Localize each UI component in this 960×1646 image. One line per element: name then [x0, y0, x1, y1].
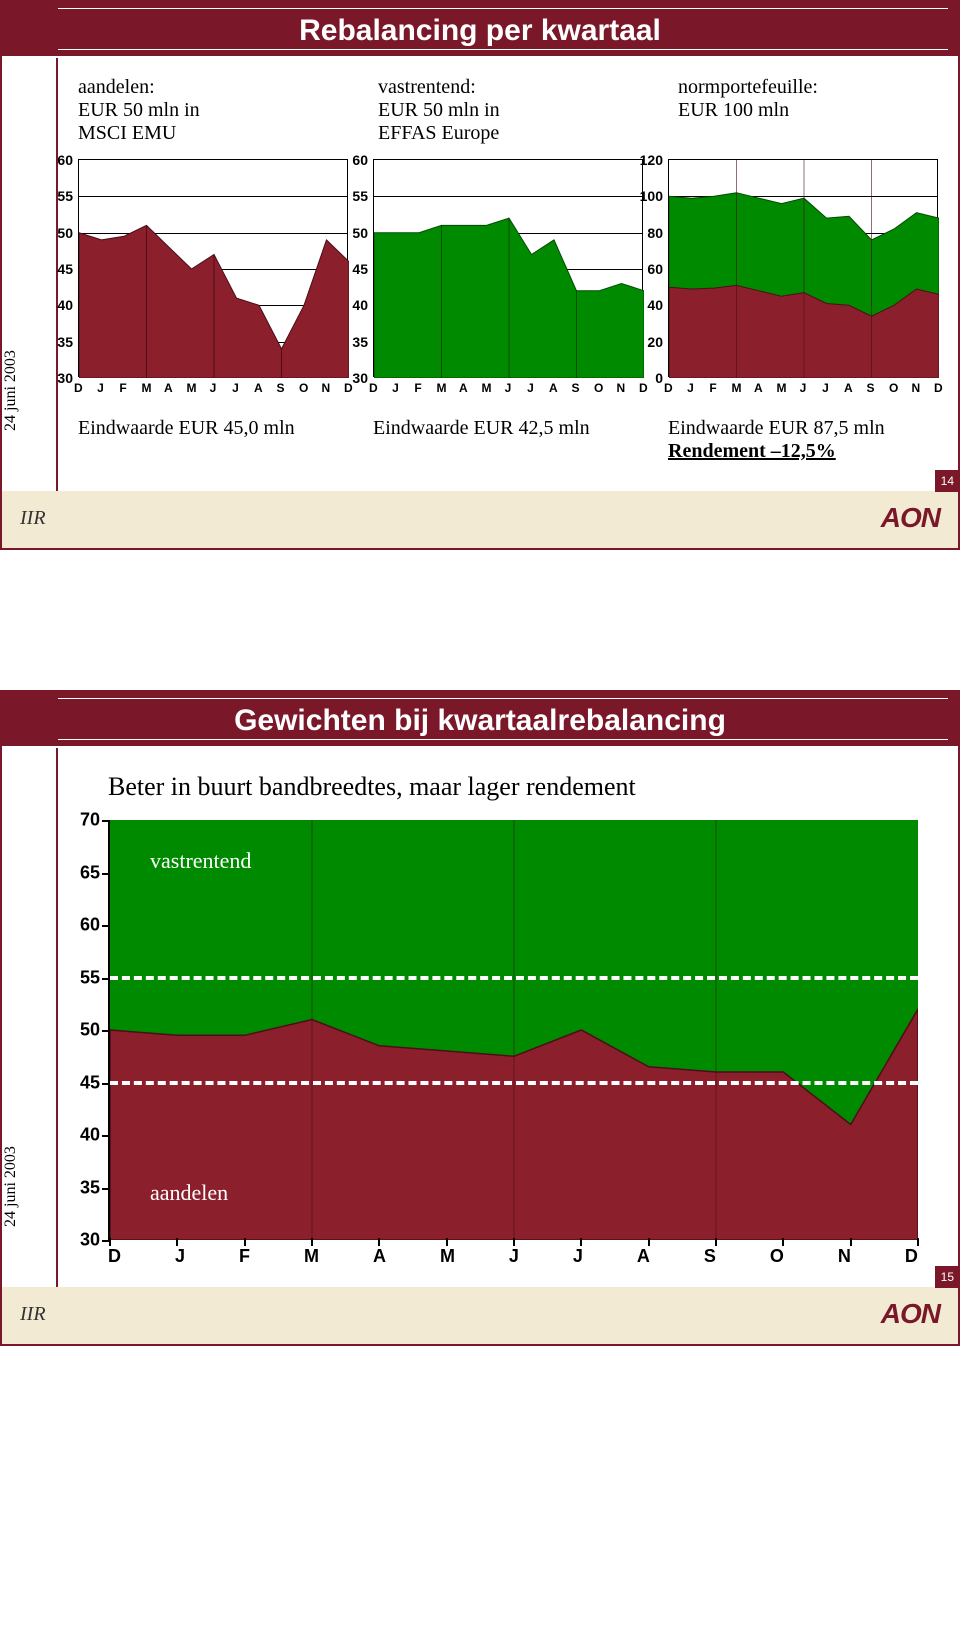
slide2-subtitle: Beter in buurt bandbreedtes, maar lager … — [108, 772, 938, 802]
slide1-results: Eindwaarde EUR 45,0 mln Eindwaarde EUR 4… — [78, 417, 938, 463]
chart-vastrentend: 30354045505560 DJFMAMJJASOND — [373, 159, 643, 395]
big-chart-wrap: vastrentendaandelen 303540455055606570 D… — [108, 820, 918, 1267]
slide1-main: aandelen: EUR 50 mln in MSCI EMU vastren… — [58, 58, 958, 491]
slide2-page-number: 15 — [935, 1266, 960, 1288]
slide1-title: Rebalancing per kwartaal — [2, 14, 958, 48]
slide2-date: 24 juni 2003 — [2, 1146, 20, 1227]
overlay-label-aandelen: aandelen — [150, 1180, 228, 1206]
slide1-header: Rebalancing per kwartaal — [2, 2, 958, 58]
big-chart: vastrentendaandelen 303540455055606570 — [108, 820, 918, 1240]
result-vastrentend: Eindwaarde EUR 42,5 mln — [373, 417, 643, 463]
col-label-vastrentend: vastrentend: EUR 50 mln in EFFAS Europe — [378, 76, 638, 145]
chart-normportefeuille: 020406080100120 DJFMAMJJASOND — [668, 159, 938, 395]
slide2-sideline: 24 juni 2003 — [2, 748, 58, 1287]
col-label-normportefeuille: normportefeuille: EUR 100 mln — [678, 76, 938, 145]
slide2-title: Gewichten bij kwartaalrebalancing — [2, 704, 958, 738]
col-label-aandelen: aandelen: EUR 50 mln in MSCI EMU — [78, 76, 338, 145]
slide2-footer-label: IIR — [20, 1303, 46, 1326]
slide2-header: Gewichten bij kwartaalrebalancing — [2, 692, 958, 748]
aon-logo-icon: AON — [881, 1298, 940, 1330]
result-normportefeuille: Eindwaarde EUR 87,5 mln Rendement –12,5% — [668, 417, 938, 463]
slide1-charts-row: 30354045505560 DJFMAMJJASOND 30354045505… — [78, 159, 938, 395]
slide2-content: 24 juni 2003 Beter in buurt bandbreedtes… — [2, 748, 958, 1287]
slide1-footer: 14 IIR AON — [2, 491, 958, 548]
slide1-page-number: 14 — [935, 470, 960, 492]
slide-rebalancing: Rebalancing per kwartaal 24 juni 2003 aa… — [0, 0, 960, 550]
slide1-column-labels: aandelen: EUR 50 mln in MSCI EMU vastren… — [78, 76, 938, 145]
slide1-footer-label: IIR — [20, 507, 46, 530]
slide1-content: 24 juni 2003 aandelen: EUR 50 mln in MSC… — [2, 58, 958, 491]
chart-aandelen: 30354045505560 DJFMAMJJASOND — [78, 159, 348, 395]
slide-gewichten: Gewichten bij kwartaalrebalancing 24 jun… — [0, 690, 960, 1346]
slide1-sideline: 24 juni 2003 — [2, 58, 58, 491]
overlay-label-vastrentend: vastrentend — [150, 848, 251, 874]
slide2-footer: 15 IIR AON — [2, 1287, 958, 1344]
slide2-main: Beter in buurt bandbreedtes, maar lager … — [58, 748, 958, 1287]
result-aandelen: Eindwaarde EUR 45,0 mln — [78, 417, 348, 463]
slide1-date: 24 juni 2003 — [2, 350, 20, 431]
aon-logo-icon: AON — [881, 502, 940, 534]
